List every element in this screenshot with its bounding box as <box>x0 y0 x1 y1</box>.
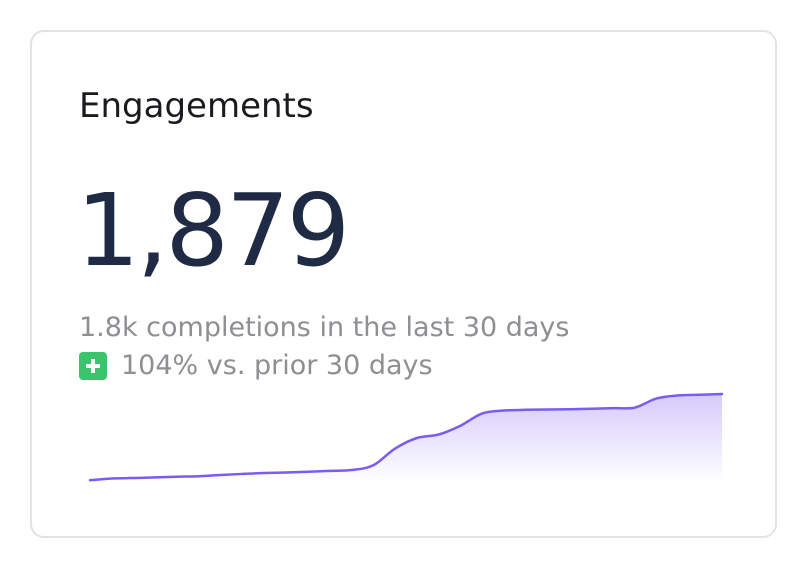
change-text: 104% vs. prior 30 days <box>121 350 433 381</box>
sparkline-area <box>90 394 722 484</box>
change-indicator: 104% vs. prior 30 days <box>79 346 433 386</box>
engagements-value: 1,879 <box>76 172 350 289</box>
sparkline-line <box>88 392 724 482</box>
completions-summary: 1.8k completions in the last 30 days <box>79 312 570 343</box>
card-title: Engagements <box>79 86 314 126</box>
plus-icon <box>79 352 107 380</box>
engagements-card: Engagements 1,879 1.8k completions in th… <box>30 30 777 538</box>
